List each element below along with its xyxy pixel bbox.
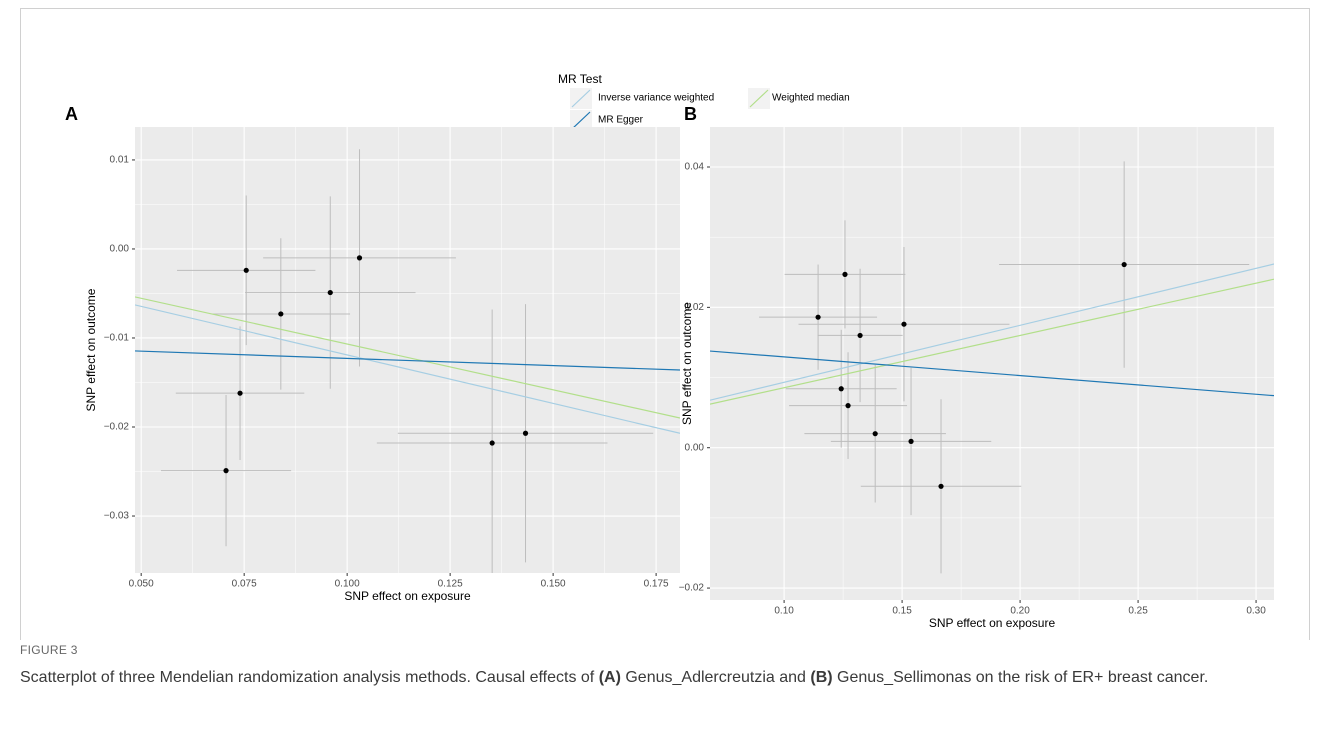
legend-swatch: [571, 89, 591, 108]
figure-label: FIGURE 3: [20, 643, 78, 657]
y-tick-label: −0.01: [104, 333, 130, 344]
point: [845, 403, 851, 409]
figure-frame: [20, 8, 1310, 640]
x-tick-label: 0.075: [232, 579, 257, 590]
legend-swatch: [571, 111, 591, 130]
y-axis-title: SNP effect on outcome: [680, 302, 694, 425]
y-tick-label: 0.02: [685, 302, 705, 313]
point: [489, 440, 495, 446]
point: [857, 332, 863, 339]
legend-swatch: [749, 89, 769, 108]
fit-line: [135, 350, 680, 371]
point: [522, 430, 529, 436]
x-tick-label: 0.050: [129, 579, 154, 590]
x-tick-label: 0.125: [438, 579, 463, 590]
panel-background: [710, 127, 1274, 600]
figure: MR Test Inverse variance weighted Weighte…: [65, 72, 1274, 630]
x-tick-label: 0.15: [892, 606, 912, 617]
y-tick-label: −0.03: [104, 511, 130, 522]
panel-label: A: [65, 104, 78, 124]
caption-text: Scatterplot of three Mendelian randomiza…: [20, 669, 599, 686]
caption-ref: (B): [810, 669, 833, 686]
point: [872, 431, 878, 437]
x-tick-label: 0.30: [1246, 606, 1266, 617]
panel-label: B: [684, 104, 697, 124]
y-tick-label: 0.00: [685, 442, 705, 453]
x-tick-label: 0.150: [541, 579, 566, 590]
caption-text: Genus_Sellimonas on the risk of ER+ brea…: [832, 669, 1209, 686]
plot-area: [135, 149, 680, 573]
point: [237, 390, 243, 396]
point: [908, 438, 914, 444]
y-tick-label: 0.00: [110, 244, 130, 255]
fit-line: [710, 263, 1274, 401]
point: [901, 321, 907, 327]
legend-title: MR Test: [558, 72, 602, 86]
y-axis-title: SNP effect on outcome: [84, 288, 98, 411]
x-tick-label: 0.100: [335, 579, 360, 590]
legend-label: Weighted median: [772, 93, 850, 104]
x-tick-label: 0.10: [774, 606, 794, 617]
plot-area: [710, 161, 1274, 574]
fit-line: [710, 350, 1274, 397]
x-tick-label: 0.25: [1128, 606, 1148, 617]
figure-caption: Scatterplot of three Mendelian randomiza…: [20, 666, 1300, 690]
panel-background: [135, 127, 680, 573]
point: [356, 255, 363, 261]
point: [223, 468, 229, 474]
fit-line: [710, 278, 1274, 405]
point: [243, 267, 249, 273]
point: [842, 271, 848, 277]
point: [815, 314, 821, 320]
caption-ref: (A): [598, 669, 621, 686]
y-tick-label: 0.04: [685, 162, 705, 173]
x-axis-title: SNP effect on exposure: [929, 616, 1056, 630]
point: [278, 311, 284, 317]
fit-line: [135, 296, 680, 419]
point: [1121, 261, 1127, 268]
x-tick-label: 0.175: [644, 579, 669, 590]
caption-text: Genus_Adlercreutzia and: [620, 669, 811, 686]
x-tick-label: 0.20: [1010, 606, 1030, 617]
point: [938, 483, 944, 489]
point: [327, 289, 333, 296]
y-tick-label: −0.02: [679, 583, 705, 594]
y-tick-label: 0.01: [110, 155, 130, 166]
point: [838, 386, 844, 392]
legend-label: Inverse variance weighted: [598, 93, 714, 104]
x-axis-title: SNP effect on exposure: [344, 589, 471, 603]
y-tick-label: −0.02: [104, 422, 130, 433]
legend-label: MR Egger: [598, 115, 644, 126]
fit-line: [135, 304, 680, 434]
